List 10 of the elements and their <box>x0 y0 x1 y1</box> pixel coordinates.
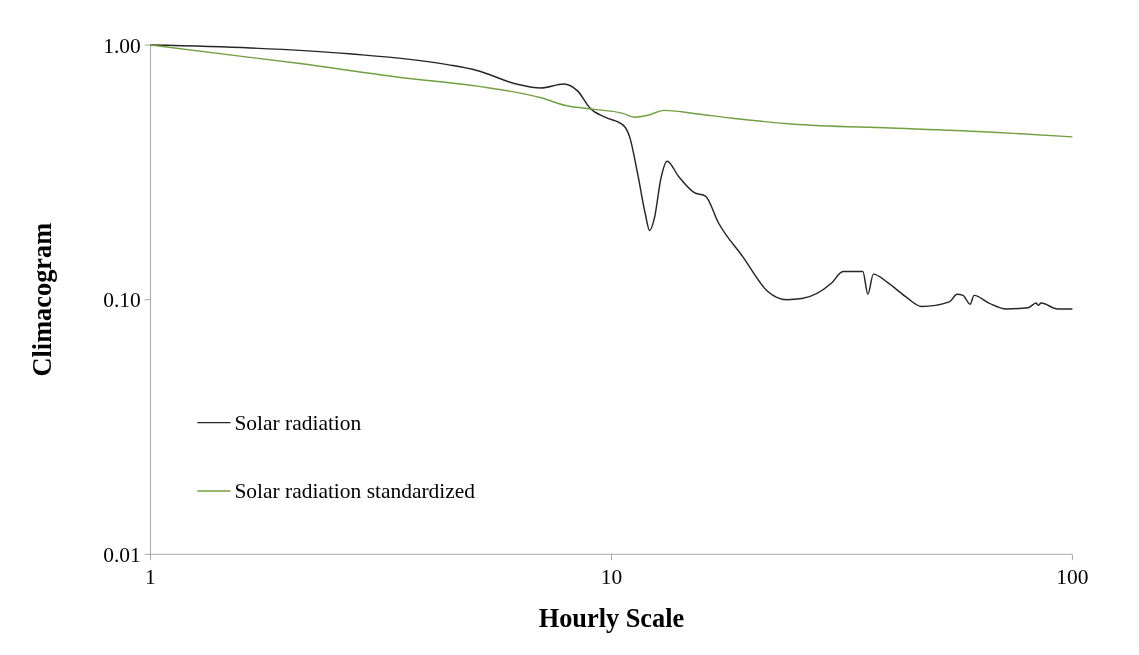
x-tick-label: 10 <box>600 564 623 589</box>
x-axis-title: Hourly Scale <box>538 604 685 634</box>
x-tick-label: 100 <box>1056 564 1089 589</box>
y-tick-label: 0.10 <box>103 288 141 313</box>
legend-label: Solar radiation <box>234 411 362 436</box>
y-tick-label: 1.00 <box>103 33 141 58</box>
legend-label: Solar radiation standardized <box>234 479 476 504</box>
y-axis-title: Climacogram <box>27 222 57 377</box>
x-tick-label: 1 <box>145 564 156 589</box>
y-tick-label: 0.01 <box>103 542 141 567</box>
